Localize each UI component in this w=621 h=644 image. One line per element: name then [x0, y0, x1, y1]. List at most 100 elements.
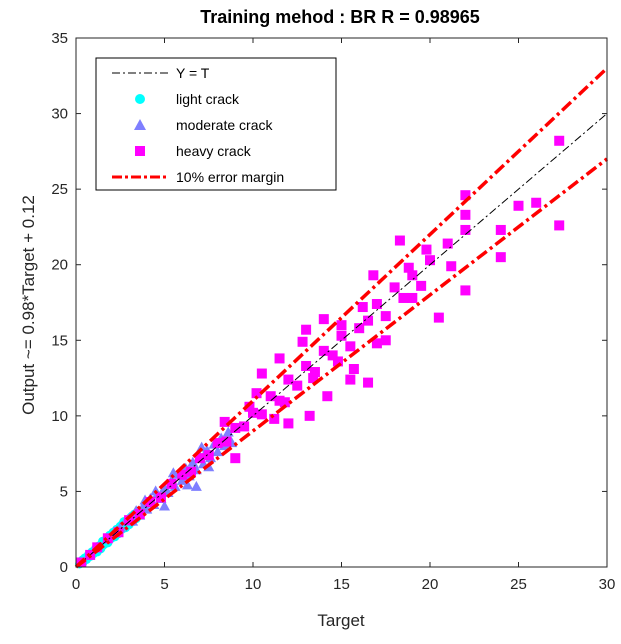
- data-point: [134, 509, 145, 520]
- legend-box: [95, 57, 337, 191]
- data-point: [166, 478, 177, 489]
- data-point: [363, 377, 374, 388]
- data-point: [239, 421, 250, 432]
- data-point: [265, 391, 276, 402]
- data-point: [251, 388, 262, 399]
- x-tick-label: 0: [72, 576, 80, 593]
- data-point: [155, 492, 166, 503]
- data-point: [398, 292, 409, 303]
- y-axis-label: Output ~= 0.98*Target + 0.12: [19, 195, 38, 415]
- data-point: [345, 374, 356, 385]
- data-point: [336, 320, 347, 331]
- data-point: [256, 409, 267, 420]
- data-point: [256, 368, 267, 379]
- data-point: [446, 261, 457, 272]
- y-tick-label: 15: [51, 332, 68, 349]
- legend-swatch-moderate-crack: [134, 119, 146, 130]
- data-point: [308, 373, 319, 384]
- x-axis-label: Target: [317, 611, 365, 630]
- y-tick-label: 25: [51, 181, 68, 198]
- data-point: [222, 426, 234, 437]
- legend-swatch-heavy-crack: [135, 146, 145, 156]
- data-point: [274, 353, 285, 364]
- data-point: [416, 280, 427, 291]
- data-point: [380, 335, 391, 346]
- data-point: [182, 479, 194, 490]
- data-point: [124, 515, 135, 526]
- data-point: [159, 500, 170, 511]
- data-point: [102, 533, 113, 544]
- data-point: [336, 330, 347, 341]
- y-tick-label: 35: [51, 30, 68, 47]
- data-point: [318, 314, 329, 325]
- data-point: [283, 418, 294, 429]
- data-point: [187, 456, 199, 467]
- data-point: [460, 209, 471, 220]
- data-point: [531, 197, 542, 208]
- x-tick-label: 15: [333, 576, 350, 593]
- data-point: [371, 338, 382, 349]
- data-point: [244, 401, 255, 412]
- plot-area: [74, 37, 609, 569]
- data-point: [460, 224, 471, 235]
- data-point: [279, 397, 290, 408]
- data-point: [194, 453, 205, 464]
- data-point: [167, 467, 179, 478]
- x-tick-labels: 0 5 10 15 20 25 30: [72, 38, 616, 593]
- legend-swatch-light-crack: [135, 94, 145, 104]
- data-point: [554, 220, 565, 231]
- data-point: [368, 270, 379, 281]
- y-tick-label: 20: [51, 257, 68, 274]
- data-point: [389, 282, 400, 293]
- data-point: [394, 235, 405, 246]
- x-tick-label: 5: [160, 576, 168, 593]
- legend: Y = T light crack moderate crack heavy c…: [95, 57, 337, 191]
- data-point: [495, 224, 506, 235]
- data-point: [196, 441, 208, 452]
- data-point: [425, 255, 435, 266]
- x-tick-label: 30: [599, 576, 616, 593]
- data-point: [203, 450, 214, 461]
- data-point: [301, 324, 312, 335]
- data-point: [348, 364, 359, 375]
- y-tick-label: 30: [51, 106, 68, 123]
- data-point: [495, 252, 506, 263]
- data-point: [309, 367, 320, 378]
- data-point: [442, 238, 453, 249]
- data-point: [318, 345, 329, 356]
- data-point: [327, 350, 338, 361]
- data-point: [297, 336, 308, 347]
- data-point: [221, 436, 232, 447]
- data-point: [219, 416, 230, 427]
- data-point: [176, 474, 188, 485]
- data-point: [460, 285, 471, 296]
- error-margin-line: [74, 66, 609, 569]
- data-point: [212, 438, 223, 449]
- data-point: [433, 312, 444, 323]
- y-tick-label: 0: [60, 559, 68, 576]
- data-point: [371, 299, 382, 310]
- data-point: [363, 315, 374, 326]
- data-point: [283, 374, 294, 385]
- x-tick-label: 25: [510, 576, 527, 593]
- error-margin-line: [74, 157, 609, 569]
- data-point: [460, 190, 471, 201]
- chart-title: Training mehod : BR R = 0.98965: [200, 7, 480, 27]
- data-point: [380, 311, 391, 322]
- data-point: [554, 135, 565, 146]
- data-point: [269, 413, 280, 424]
- data-point: [513, 200, 524, 211]
- legend-label-error-margin: 10% error margin: [176, 169, 284, 185]
- legend-label-y-equals-t: Y = T: [176, 65, 210, 81]
- y-tick-label: 10: [51, 408, 68, 425]
- x-tick-label: 20: [422, 576, 439, 593]
- data-point: [322, 391, 333, 402]
- data-point: [301, 360, 312, 371]
- data-point: [357, 302, 368, 313]
- data-point: [292, 380, 303, 391]
- legend-label-light-crack: light crack: [176, 91, 240, 107]
- data-point: [145, 497, 156, 508]
- data-point: [248, 407, 258, 418]
